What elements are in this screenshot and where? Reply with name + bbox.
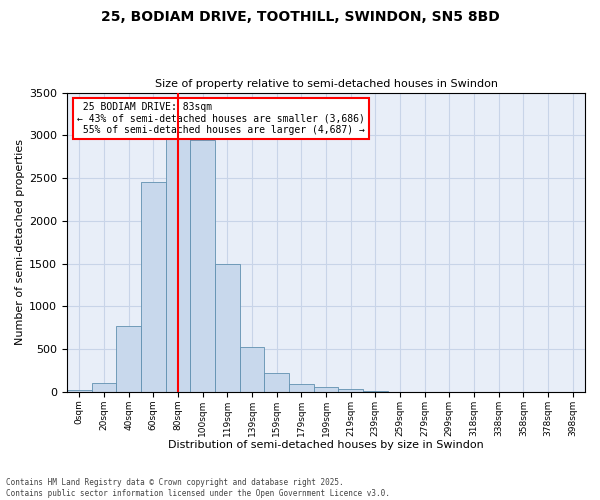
X-axis label: Distribution of semi-detached houses by size in Swindon: Distribution of semi-detached houses by …	[168, 440, 484, 450]
Bar	[166, 136, 190, 392]
Bar	[215, 264, 239, 392]
Bar	[265, 373, 289, 392]
Bar	[141, 182, 166, 392]
Bar	[67, 390, 92, 392]
Title: Size of property relative to semi-detached houses in Swindon: Size of property relative to semi-detach…	[155, 79, 497, 89]
Bar	[116, 326, 141, 392]
Bar	[314, 386, 338, 392]
Bar	[338, 390, 363, 392]
Text: Contains HM Land Registry data © Crown copyright and database right 2025.
Contai: Contains HM Land Registry data © Crown c…	[6, 478, 390, 498]
Text: 25 BODIAM DRIVE: 83sqm 
← 43% of semi-detached houses are smaller (3,686)
 55% o: 25 BODIAM DRIVE: 83sqm ← 43% of semi-det…	[77, 102, 365, 134]
Bar	[92, 384, 116, 392]
Bar	[239, 346, 265, 392]
Text: 25, BODIAM DRIVE, TOOTHILL, SWINDON, SN5 8BD: 25, BODIAM DRIVE, TOOTHILL, SWINDON, SN5…	[101, 10, 499, 24]
Bar	[289, 384, 314, 392]
Y-axis label: Number of semi-detached properties: Number of semi-detached properties	[15, 139, 25, 345]
Bar	[190, 140, 215, 392]
